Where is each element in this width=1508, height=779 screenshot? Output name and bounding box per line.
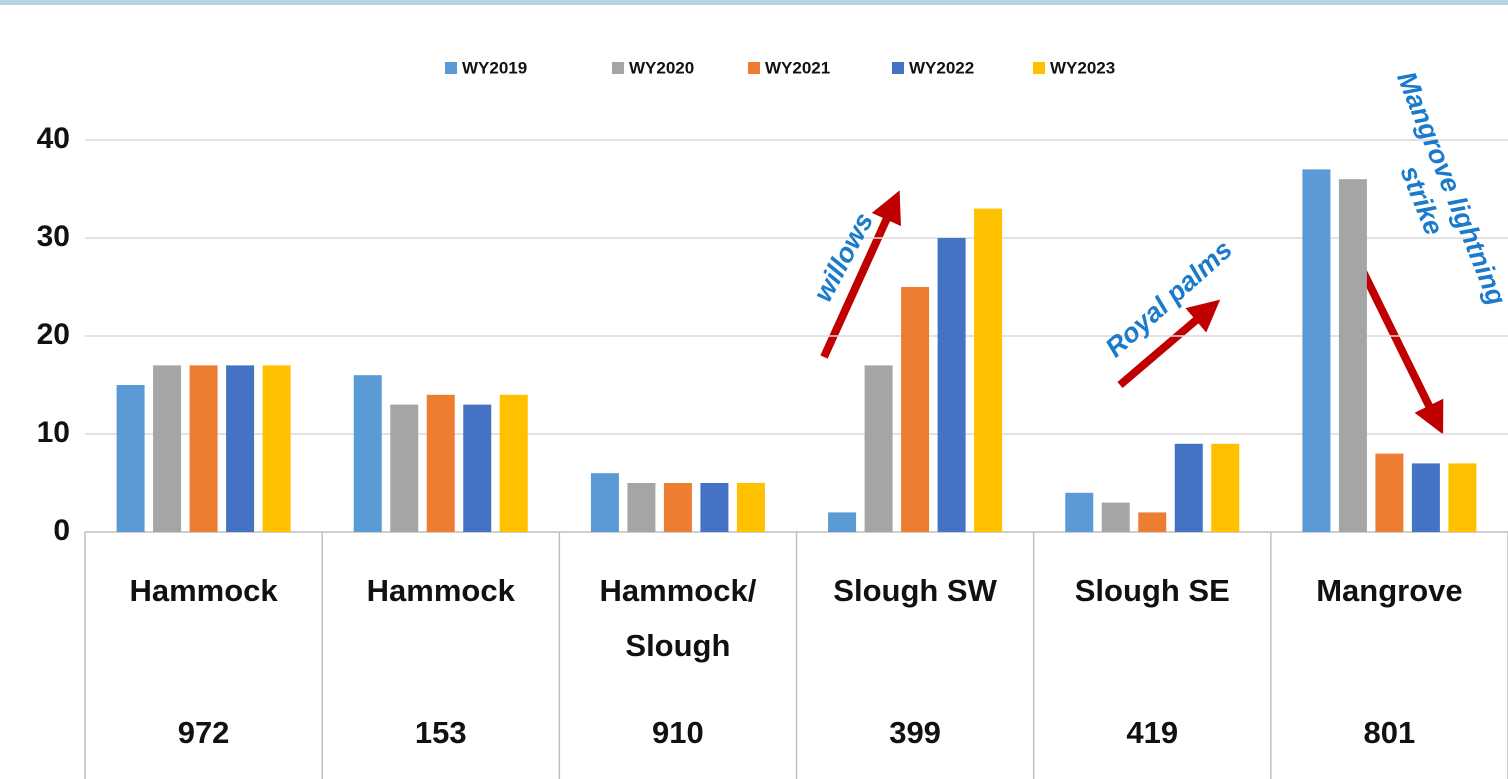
- site-label: 972: [178, 715, 230, 750]
- x-tick-label: Slough: [625, 628, 730, 663]
- bar: [226, 365, 255, 532]
- site-label: 399: [889, 715, 941, 750]
- bar: [1302, 169, 1331, 532]
- y-tick-label: 20: [37, 318, 70, 351]
- legend-label: WY2019: [462, 58, 527, 77]
- legend-label: WY2020: [629, 58, 694, 77]
- y-tick-label: 30: [37, 220, 70, 253]
- legend-label: WY2022: [909, 58, 974, 77]
- bar: [463, 404, 492, 532]
- x-tick-label: Hammock: [367, 573, 516, 608]
- bar: [153, 365, 182, 532]
- site-label: 153: [415, 715, 467, 750]
- bar: [1101, 502, 1130, 532]
- bar: [828, 512, 857, 532]
- bar: [663, 483, 692, 532]
- y-tick-label: 40: [37, 122, 70, 155]
- legend-swatch: [612, 62, 624, 74]
- bar: [937, 238, 966, 532]
- site-label: 910: [652, 715, 704, 750]
- bar: [1448, 463, 1477, 532]
- bar: [1174, 443, 1203, 532]
- legend-label: WY2023: [1050, 58, 1115, 77]
- bar: [627, 483, 656, 532]
- bar: [189, 365, 218, 532]
- legend-swatch: [748, 62, 760, 74]
- bar: [1411, 463, 1440, 532]
- bar: [499, 394, 528, 532]
- bar: [901, 287, 930, 532]
- legend-swatch: [892, 62, 904, 74]
- y-tick-label: 10: [37, 416, 70, 449]
- x-tick-label: Slough SE: [1075, 573, 1230, 608]
- legend-label: WY2021: [765, 58, 830, 77]
- legend-swatch: [1033, 62, 1045, 74]
- bar: [390, 404, 419, 532]
- site-label: 419: [1126, 715, 1178, 750]
- bar: [1138, 512, 1167, 532]
- bar: [116, 385, 145, 532]
- arrow: [1117, 299, 1221, 389]
- site-label: 801: [1364, 715, 1416, 750]
- bar: [1065, 492, 1094, 532]
- bar: [262, 365, 291, 532]
- bar: [974, 208, 1003, 532]
- x-tick-label: Hammock: [129, 573, 278, 608]
- bar: [1211, 443, 1240, 532]
- bar: [700, 483, 729, 532]
- y-tick-label: 0: [53, 514, 70, 547]
- bar: [864, 365, 893, 532]
- x-tick-label: Hammock/: [600, 573, 757, 608]
- x-tick-label: Slough SW: [833, 573, 997, 608]
- bar: [1338, 179, 1367, 532]
- window-border: [0, 0, 1508, 5]
- arrow: [820, 190, 901, 359]
- bar: [1375, 453, 1404, 532]
- x-tick-label: Mangrove: [1316, 573, 1462, 608]
- bar: [590, 473, 619, 532]
- bar: [426, 394, 455, 532]
- bar: [736, 483, 765, 532]
- legend-swatch: [445, 62, 457, 74]
- bar: [353, 375, 382, 532]
